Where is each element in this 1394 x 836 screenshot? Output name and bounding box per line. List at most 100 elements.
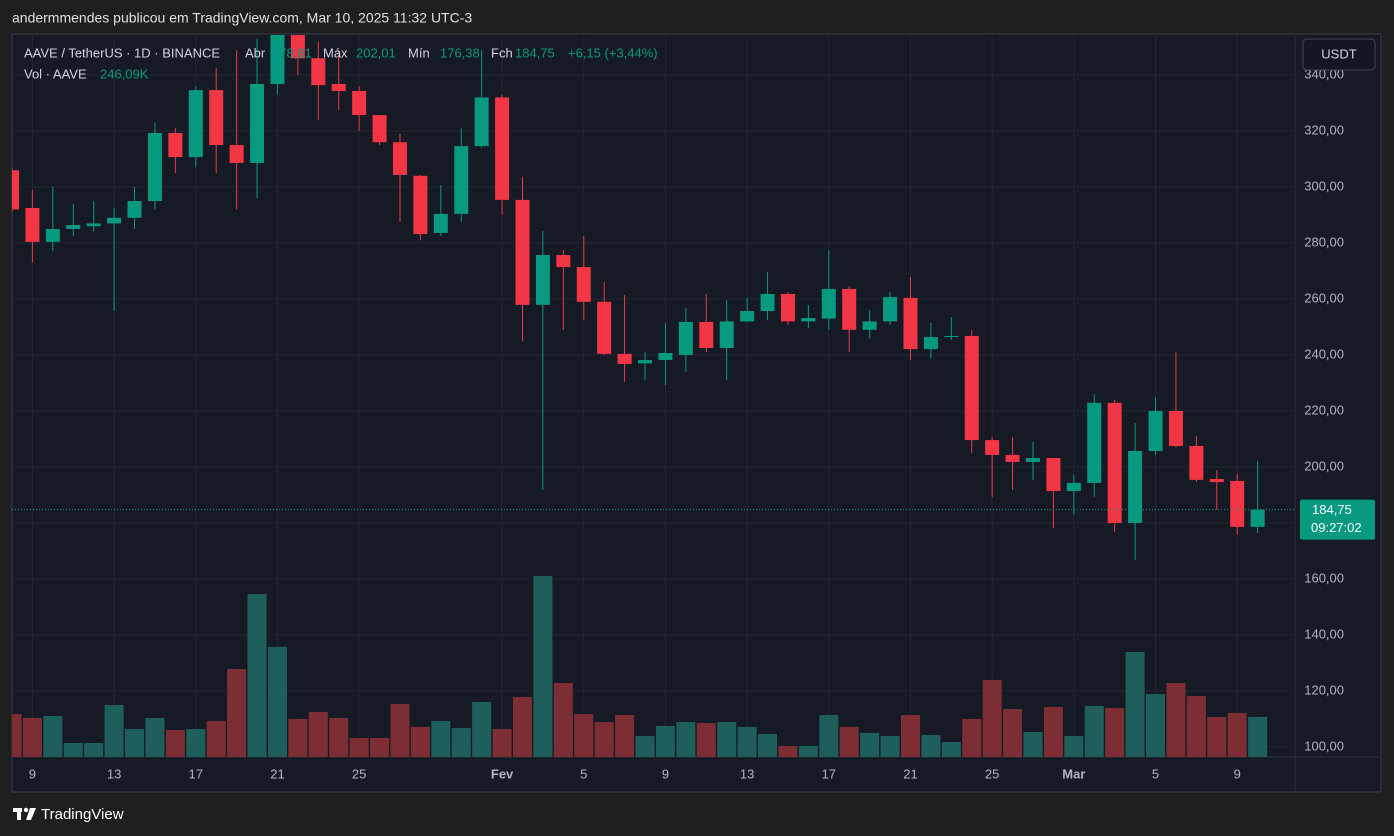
candle-body — [638, 360, 653, 364]
open-value: 178,61 — [272, 45, 312, 60]
candle-body — [209, 90, 224, 146]
candle-body — [1087, 402, 1102, 483]
x-tick-label: 9 — [662, 766, 669, 781]
y-tick-label: 300,00 — [1304, 178, 1344, 193]
volume-bar — [267, 646, 287, 757]
close-value: 184,75 — [515, 45, 555, 60]
x-tick-label: 9 — [1234, 766, 1241, 781]
x-tick-label: 17 — [822, 766, 836, 781]
x-tick-label: 9 — [29, 766, 36, 781]
low-value: 176,38 — [440, 45, 480, 60]
candle-body — [1107, 402, 1122, 523]
volume-bar — [655, 725, 675, 757]
volume-bar — [1043, 706, 1063, 757]
candle-body — [821, 288, 836, 319]
y-tick-label: 100,00 — [1304, 738, 1344, 753]
volume-bar — [1207, 717, 1227, 757]
volume-bar — [758, 734, 778, 757]
candle-body — [719, 321, 734, 348]
volume-bar — [43, 716, 63, 757]
x-tick-label: 21 — [903, 766, 917, 781]
volume-bar — [308, 711, 328, 757]
candle-body — [147, 132, 162, 202]
candle-body — [944, 335, 959, 338]
volume-bar — [431, 721, 451, 757]
candle-body — [1148, 410, 1163, 452]
volume-bar — [798, 745, 818, 757]
volume-bar — [349, 737, 369, 757]
y-tick-label: 200,00 — [1304, 458, 1344, 473]
volume-bar — [1166, 683, 1186, 757]
y-tick-label: 120,00 — [1304, 682, 1344, 697]
x-tick-label: 25 — [352, 766, 366, 781]
high-value: 202,01 — [356, 45, 396, 60]
volume-bar — [1084, 705, 1104, 757]
volume-bars — [12, 576, 1268, 757]
last-price: 184,75 — [1312, 502, 1352, 517]
volume-bar — [982, 679, 1002, 757]
volume-bar — [553, 683, 573, 757]
change: +6,15 (+3,44%) — [568, 45, 658, 60]
candle-body — [923, 337, 938, 350]
y-tick-label: 240,00 — [1304, 346, 1344, 361]
volume-bar — [1003, 709, 1023, 757]
volume-bar — [451, 728, 471, 757]
x-tick-label: 25 — [985, 766, 999, 781]
x-tick-label: 13 — [740, 766, 754, 781]
volume-bar — [390, 703, 410, 757]
volume-bar — [12, 714, 22, 757]
x-tick-label: 13 — [107, 766, 121, 781]
x-tick-label: 5 — [1152, 766, 1159, 781]
volume-bar — [1064, 736, 1084, 757]
candle-body — [617, 353, 632, 364]
candle-body — [311, 58, 326, 86]
footer-brand: TradingView — [41, 806, 124, 823]
axes: 100,00120,00140,00160,00180,00200,00220,… — [29, 66, 1375, 781]
candle-body — [454, 146, 469, 214]
candle-body — [495, 97, 510, 200]
volume-bar — [1227, 712, 1247, 757]
author-line: andermmendes publicou em TradingView.com… — [12, 10, 472, 26]
candle-body — [1250, 509, 1265, 527]
candle-body — [392, 142, 407, 175]
candle-body — [433, 213, 448, 233]
candle-body — [86, 223, 101, 227]
candle-body — [556, 255, 571, 268]
candle-body — [699, 321, 714, 348]
volume-bar — [676, 722, 696, 757]
volume-bar — [941, 742, 961, 757]
currency[interactable]: USDT — [1321, 46, 1356, 61]
candle-body — [883, 297, 898, 322]
volume-bar — [696, 723, 716, 757]
volume-bar — [1186, 696, 1206, 757]
currency-button[interactable] — [1302, 38, 1376, 71]
candle-body — [658, 353, 673, 361]
legend: AAVE / TetherUS · 1D · BINANCE Abr 178,6… — [24, 45, 658, 81]
volume-value: 246,09K — [100, 66, 149, 81]
candle-body — [597, 301, 612, 354]
candle-body — [188, 90, 203, 158]
candles — [12, 35, 1295, 560]
candle-body — [413, 175, 428, 235]
open-label: Abr — [245, 45, 266, 60]
candle-body — [107, 217, 122, 224]
volume-bar — [513, 697, 532, 757]
volume-bar — [227, 669, 247, 757]
volume-bar — [900, 715, 920, 757]
x-tick-label: 21 — [270, 766, 284, 781]
volume-bar — [125, 729, 145, 757]
candle-body — [229, 145, 244, 163]
volume-bar — [574, 714, 594, 757]
candle-body — [474, 97, 489, 147]
candle-body — [352, 90, 367, 116]
volume-bar — [635, 736, 655, 757]
candle-body — [270, 35, 285, 84]
candle-body — [66, 225, 81, 230]
low-label: Mín — [408, 45, 430, 60]
volume-bar — [410, 726, 430, 757]
logo-stem — [17, 808, 21, 820]
x-tick-label: 17 — [189, 766, 203, 781]
candle-body — [740, 311, 755, 322]
volume-bar — [186, 729, 206, 757]
